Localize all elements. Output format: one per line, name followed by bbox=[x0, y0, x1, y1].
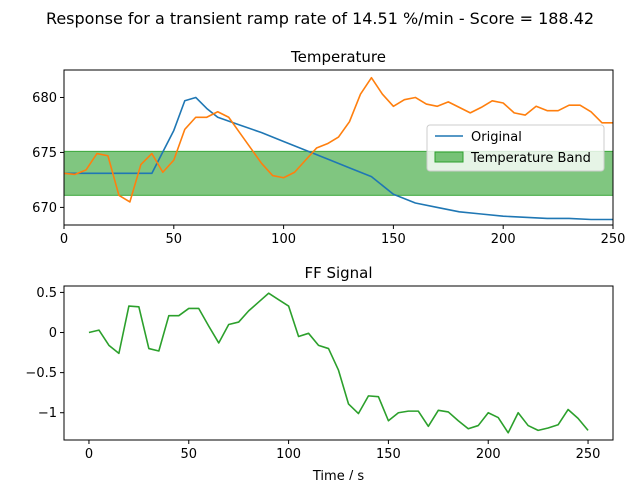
series-0-line bbox=[88, 292, 589, 434]
legend-box bbox=[426, 124, 605, 172]
y-tick-label: −1 bbox=[38, 406, 57, 421]
legend-band-label: Temperature Band bbox=[470, 151, 591, 166]
x-tick-label: 0 bbox=[85, 447, 93, 462]
x-tick-label: 50 bbox=[166, 232, 183, 247]
x-tick-label: 50 bbox=[180, 447, 197, 462]
legend-original-label: Original bbox=[471, 130, 522, 145]
y-tick-label: 0 bbox=[49, 326, 57, 341]
y-tick-label: 670 bbox=[32, 201, 57, 216]
x-tick-label: 100 bbox=[271, 232, 296, 247]
x-tick-label: 100 bbox=[276, 447, 301, 462]
x-tick-label: 200 bbox=[476, 447, 501, 462]
ff-signal-ticks: 0 50 100 150 200 250 0.5 0 −0.5 −1 bbox=[25, 286, 600, 462]
ff-signal-lines-layer bbox=[88, 292, 589, 434]
temperature-lines-layer bbox=[64, 76, 613, 221]
ff-signal-title: FF Signal bbox=[304, 264, 372, 282]
figure-suptitle: Response for a transient ramp rate of 14… bbox=[46, 9, 594, 28]
y-tick-label: 675 bbox=[32, 146, 57, 161]
x-tick-label: 200 bbox=[491, 232, 516, 247]
x-tick-label: 0 bbox=[60, 232, 68, 247]
y-tick-label: −0.5 bbox=[25, 366, 57, 381]
original-line bbox=[64, 96, 613, 221]
y-tick-label: 0.5 bbox=[36, 286, 57, 301]
x-tick-label: 250 bbox=[576, 447, 601, 462]
temperature-axes-frame bbox=[63, 69, 614, 226]
ff-signal-xlabel: Time / s bbox=[312, 469, 364, 480]
temperature-title: Temperature bbox=[290, 48, 386, 66]
series-1-line bbox=[64, 76, 613, 203]
x-tick-label: 150 bbox=[381, 232, 406, 247]
x-tick-label: 250 bbox=[601, 232, 626, 247]
x-tick-label: 150 bbox=[376, 447, 401, 462]
temperature-axes: 0 50 100 150 200 250 670 675 680 Temperature Ori… bbox=[32, 48, 625, 247]
ff-signal-axes: 0 50 100 150 200 250 0.5 0 −0.5 −1 FF Signal Time… bbox=[25, 264, 614, 480]
y-tick-label: 680 bbox=[32, 91, 57, 106]
temperature-ticks: 0 50 100 150 200 250 670 675 680 bbox=[32, 91, 625, 247]
legend-band-swatch bbox=[434, 151, 464, 163]
temperature-legend: Original Temperature Band bbox=[426, 124, 605, 172]
ff-signal-axes-frame bbox=[63, 285, 614, 441]
